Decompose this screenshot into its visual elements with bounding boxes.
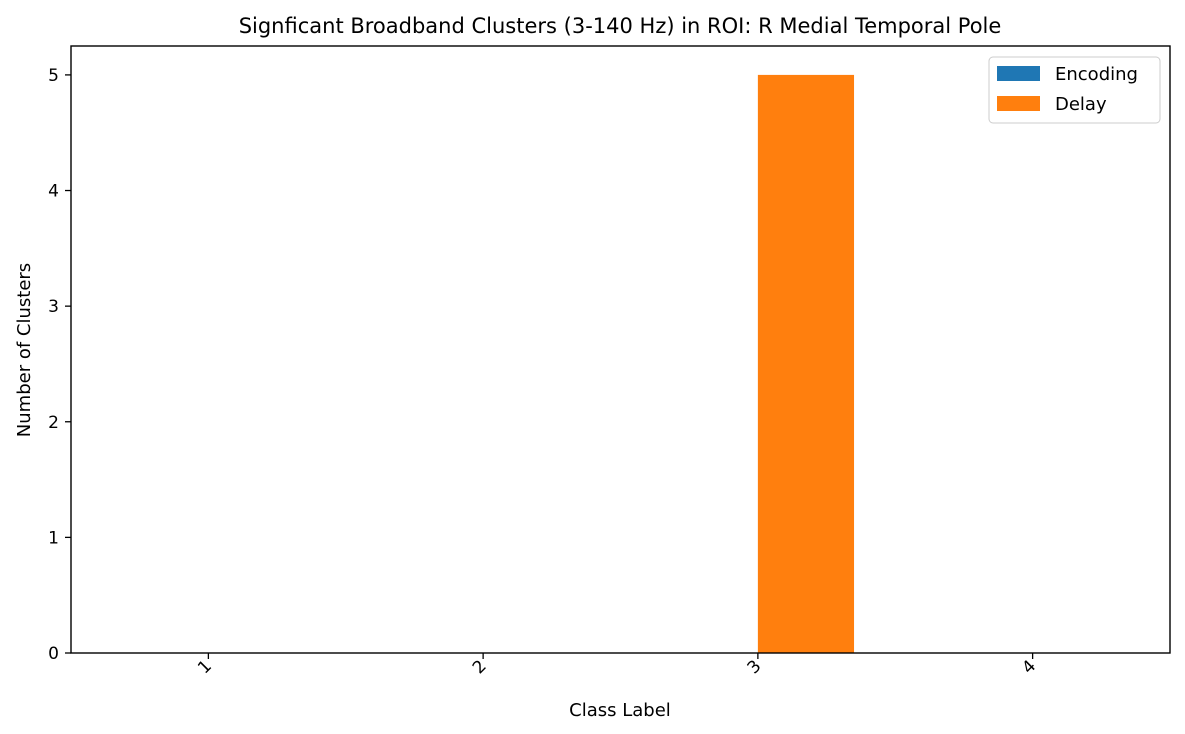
legend-label-encoding: Encoding [1055,64,1138,85]
legend-swatch-encoding [997,66,1040,81]
y-tick-label: 5 [48,66,59,86]
chart-title: Signficant Broadband Clusters (3-140 Hz)… [239,14,1002,38]
legend-label-delay: Delay [1055,94,1107,115]
y-tick-label: 2 [48,413,59,433]
y-tick-label: 0 [48,644,59,664]
x-axis-label: Class Label [569,700,671,721]
y-axis-label: Number of Clusters [14,263,35,437]
x-tick-label: 3 [744,656,766,678]
x-tick-label: 1 [194,656,216,678]
y-tick-label: 3 [48,297,59,317]
y-tick-label: 1 [48,528,59,548]
legend: Encoding Delay [988,56,1161,124]
bar-delay-3 [757,74,855,653]
plot-frame [70,45,1171,654]
y-tick-label: 4 [48,182,59,202]
legend-swatch-delay [997,96,1040,111]
plot-area [70,45,1171,654]
x-axis: 1 2 3 4 [194,653,1040,678]
y-axis: 0 1 2 3 4 5 [48,66,71,664]
x-tick-label: 4 [1018,656,1040,678]
x-tick-label: 2 [469,656,491,678]
